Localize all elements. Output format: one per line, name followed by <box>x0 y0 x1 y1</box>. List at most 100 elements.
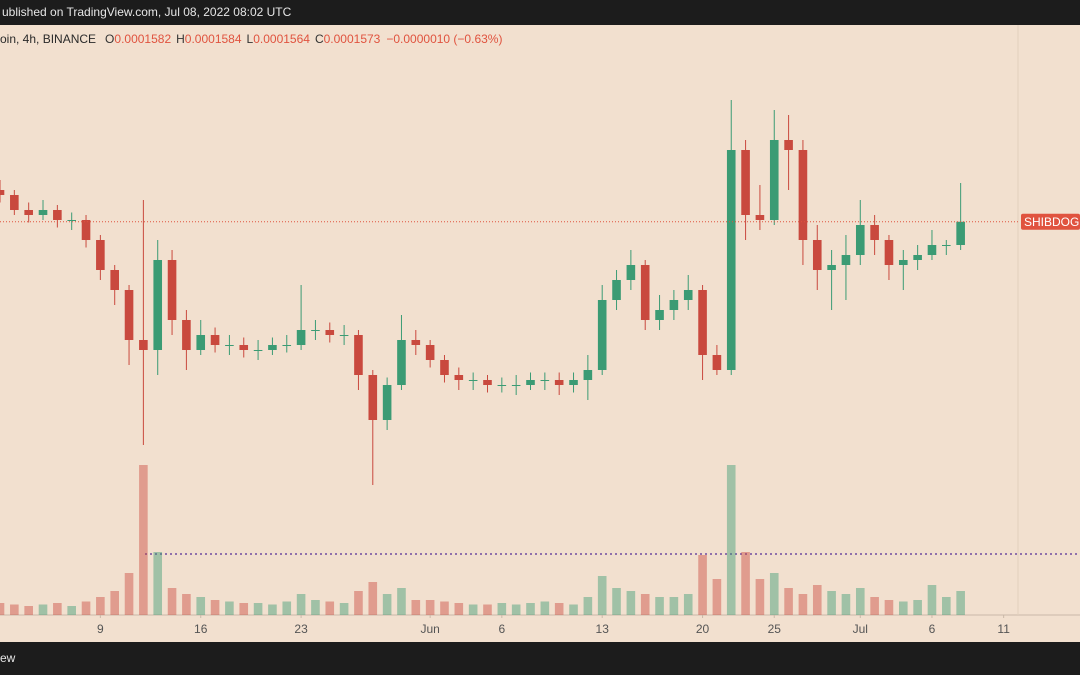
volume-bar <box>612 588 621 615</box>
volume-bar <box>913 600 922 615</box>
candle-body <box>397 340 406 385</box>
candle-body <box>425 345 435 360</box>
volume-bar <box>339 603 349 615</box>
candle-body <box>698 290 707 355</box>
candle-body <box>167 260 177 320</box>
volume-bar <box>540 601 550 615</box>
volume-bar <box>956 591 965 615</box>
volume-bar <box>626 591 636 615</box>
volume-bar <box>712 579 722 615</box>
volume-bar <box>210 600 220 615</box>
candle-body <box>67 220 76 221</box>
volume-bar <box>411 600 421 615</box>
candle-body <box>554 380 564 385</box>
volume-bar <box>870 597 879 615</box>
volume-bar <box>798 594 808 615</box>
candle-body <box>110 270 120 290</box>
x-tick-label: 6 <box>498 622 505 636</box>
x-tick-label: 23 <box>294 622 308 636</box>
volume-bar <box>0 603 5 615</box>
volume-bar <box>855 588 865 615</box>
volume-bar <box>354 591 363 615</box>
volume-bar <box>296 594 306 615</box>
volume-bar <box>769 573 779 615</box>
candle-body <box>311 330 320 331</box>
volume-bar <box>24 606 33 615</box>
candle-body <box>784 140 793 150</box>
candle-body <box>210 335 220 345</box>
candle-body <box>569 380 578 385</box>
volume-bar <box>81 601 91 615</box>
ohlc-key: H <box>176 32 185 46</box>
candle-body <box>540 380 550 381</box>
candle-body <box>726 150 736 370</box>
candle-body <box>24 210 33 215</box>
candle-body <box>597 300 607 370</box>
volume-bar <box>755 579 765 615</box>
x-tick-label: 16 <box>194 622 208 636</box>
candle-body <box>583 370 593 380</box>
volume-bar <box>167 588 177 615</box>
volume-bar <box>597 576 607 615</box>
volume-bar <box>683 594 693 615</box>
candle-body <box>683 290 693 300</box>
candle-body <box>325 330 335 335</box>
volume-bar <box>511 604 521 615</box>
ohlc-key: C <box>315 32 324 46</box>
brand: ew <box>0 651 16 665</box>
candle-body <box>153 260 163 350</box>
volume-bar <box>569 604 578 615</box>
candle-body <box>626 265 636 280</box>
volume-bar <box>698 555 707 615</box>
candle-body <box>655 310 664 320</box>
x-tick-label: Jul <box>853 622 868 636</box>
candle-body <box>812 240 822 270</box>
candle-body <box>511 385 521 386</box>
volume-bar <box>382 594 392 615</box>
volume-bar <box>311 600 320 615</box>
candle-body <box>38 210 48 215</box>
volume-bar <box>38 604 48 615</box>
candle-body <box>139 340 148 350</box>
candle-body <box>741 150 750 215</box>
candle-body <box>81 220 91 240</box>
volume-bar <box>440 601 449 615</box>
volume-bar <box>640 594 650 615</box>
candle-body <box>382 385 392 420</box>
candle-body <box>927 245 937 255</box>
volume-bar <box>96 597 105 615</box>
candle-body <box>827 265 836 270</box>
candle-body <box>282 345 292 346</box>
candle-body <box>239 345 249 350</box>
volume-bar <box>124 573 134 615</box>
candle-body <box>497 385 507 386</box>
last-price-box <box>1021 213 1080 230</box>
last-price-label: SHIBDOGE <box>1024 215 1080 229</box>
published-note: ublished on TradingView.com, Jul 08, 202… <box>2 5 292 19</box>
candle-body <box>53 210 62 220</box>
volume-bar <box>827 591 836 615</box>
candle-body <box>182 320 191 350</box>
ohlc-value: 0.0001573 <box>324 32 381 46</box>
candle-body <box>10 195 19 210</box>
x-tick-label: 9 <box>97 622 104 636</box>
ohlc-key: O <box>105 32 114 46</box>
volume-bar <box>53 603 62 615</box>
candle-body <box>956 221 965 245</box>
legend: oin, 4h, BINANCE O0.0001582 H0.0001584 L0.0… <box>0 32 502 46</box>
candle-body <box>898 260 908 265</box>
x-tick-label: 20 <box>696 622 710 636</box>
volume-bar <box>454 603 464 615</box>
ohlc-value: 0.0001584 <box>185 32 242 46</box>
candle-body <box>870 225 879 240</box>
candle-body <box>712 355 722 370</box>
volume-bar <box>655 597 664 615</box>
volume-bar <box>784 588 793 615</box>
candle-body <box>913 255 922 260</box>
volume-bar <box>282 601 292 615</box>
x-tick-label: 25 <box>768 622 782 636</box>
volume-bar <box>67 606 76 615</box>
volume-bar <box>397 588 406 615</box>
x-tick-label: 13 <box>596 622 610 636</box>
